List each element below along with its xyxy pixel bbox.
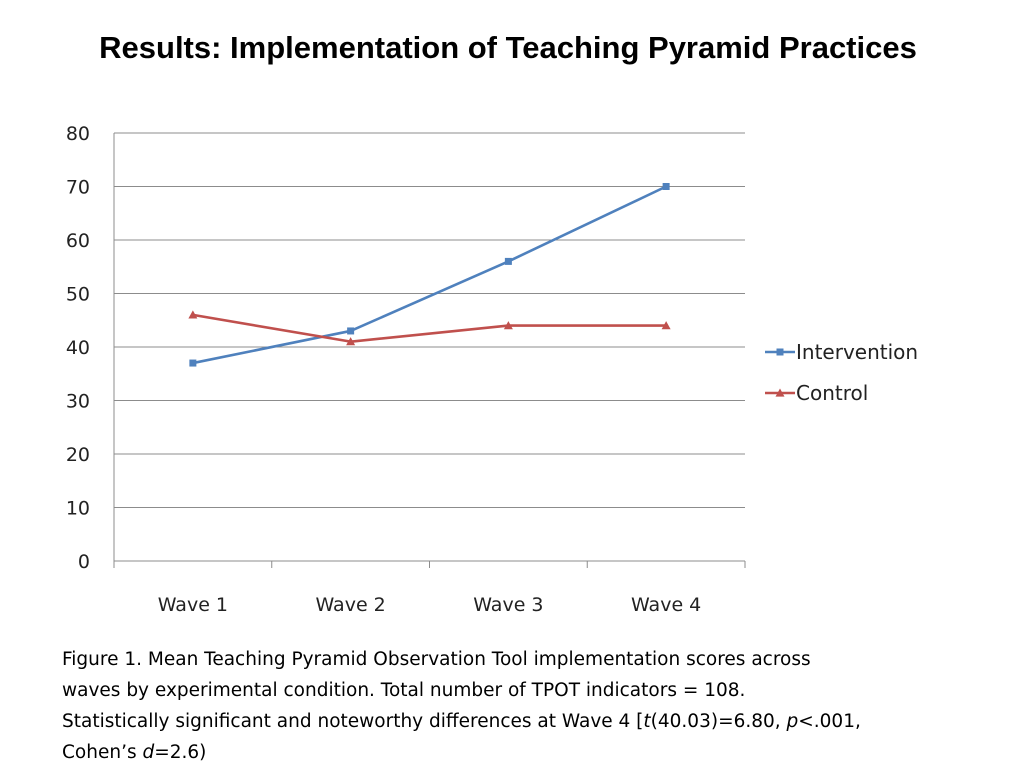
caption-line-4: Cohen’s d=2.6) <box>62 742 207 763</box>
data-point <box>189 359 197 367</box>
legend-label: Control <box>796 381 868 405</box>
y-tick-label: 10 <box>66 498 90 520</box>
y-tick-labels: 0 10 20 30 40 50 60 70 80 <box>66 123 90 573</box>
x-tick-label: Wave 2 <box>315 594 385 616</box>
data-point <box>346 337 356 346</box>
data-point <box>776 348 784 356</box>
series-group <box>188 183 671 367</box>
y-tick-label: 20 <box>66 444 90 466</box>
data-point <box>188 310 198 319</box>
y-tick-label: 70 <box>66 177 90 199</box>
data-point <box>503 321 513 330</box>
data-point <box>504 257 512 265</box>
y-tick-label: 50 <box>66 284 90 306</box>
x-tick-label: Wave 4 <box>631 594 701 616</box>
y-tick-label: 40 <box>66 337 90 359</box>
figure-caption: Figure 1. Mean Teaching Pyramid Observat… <box>62 644 962 768</box>
data-point <box>347 327 355 335</box>
x-tick-labels: Wave 1 Wave 2 Wave 3 Wave 4 <box>158 594 702 616</box>
caption-line-1: Figure 1. Mean Teaching Pyramid Observat… <box>62 649 811 670</box>
y-tick-label: 80 <box>66 123 90 145</box>
series-line-control <box>192 313 667 343</box>
data-point <box>662 183 670 190</box>
y-tick-label: 30 <box>66 391 90 413</box>
page-title: Results: Implementation of Teaching Pyra… <box>99 30 917 65</box>
x-tick-label: Wave 1 <box>158 594 228 616</box>
data-point <box>775 388 785 397</box>
x-tick-label: Wave 3 <box>473 594 543 616</box>
axes <box>113 133 746 568</box>
data-point <box>661 321 671 330</box>
caption-line-3: Statistically significant and noteworthy… <box>62 711 861 732</box>
y-tick-label: 60 <box>66 230 90 252</box>
caption-line-2: waves by experimental condition. Total n… <box>62 680 746 701</box>
series-line-intervention <box>192 185 667 365</box>
legend: Intervention Control <box>765 340 918 405</box>
y-tick-label: 0 <box>78 551 90 573</box>
legend-label: Intervention <box>796 340 918 364</box>
gridlines <box>114 132 745 562</box>
